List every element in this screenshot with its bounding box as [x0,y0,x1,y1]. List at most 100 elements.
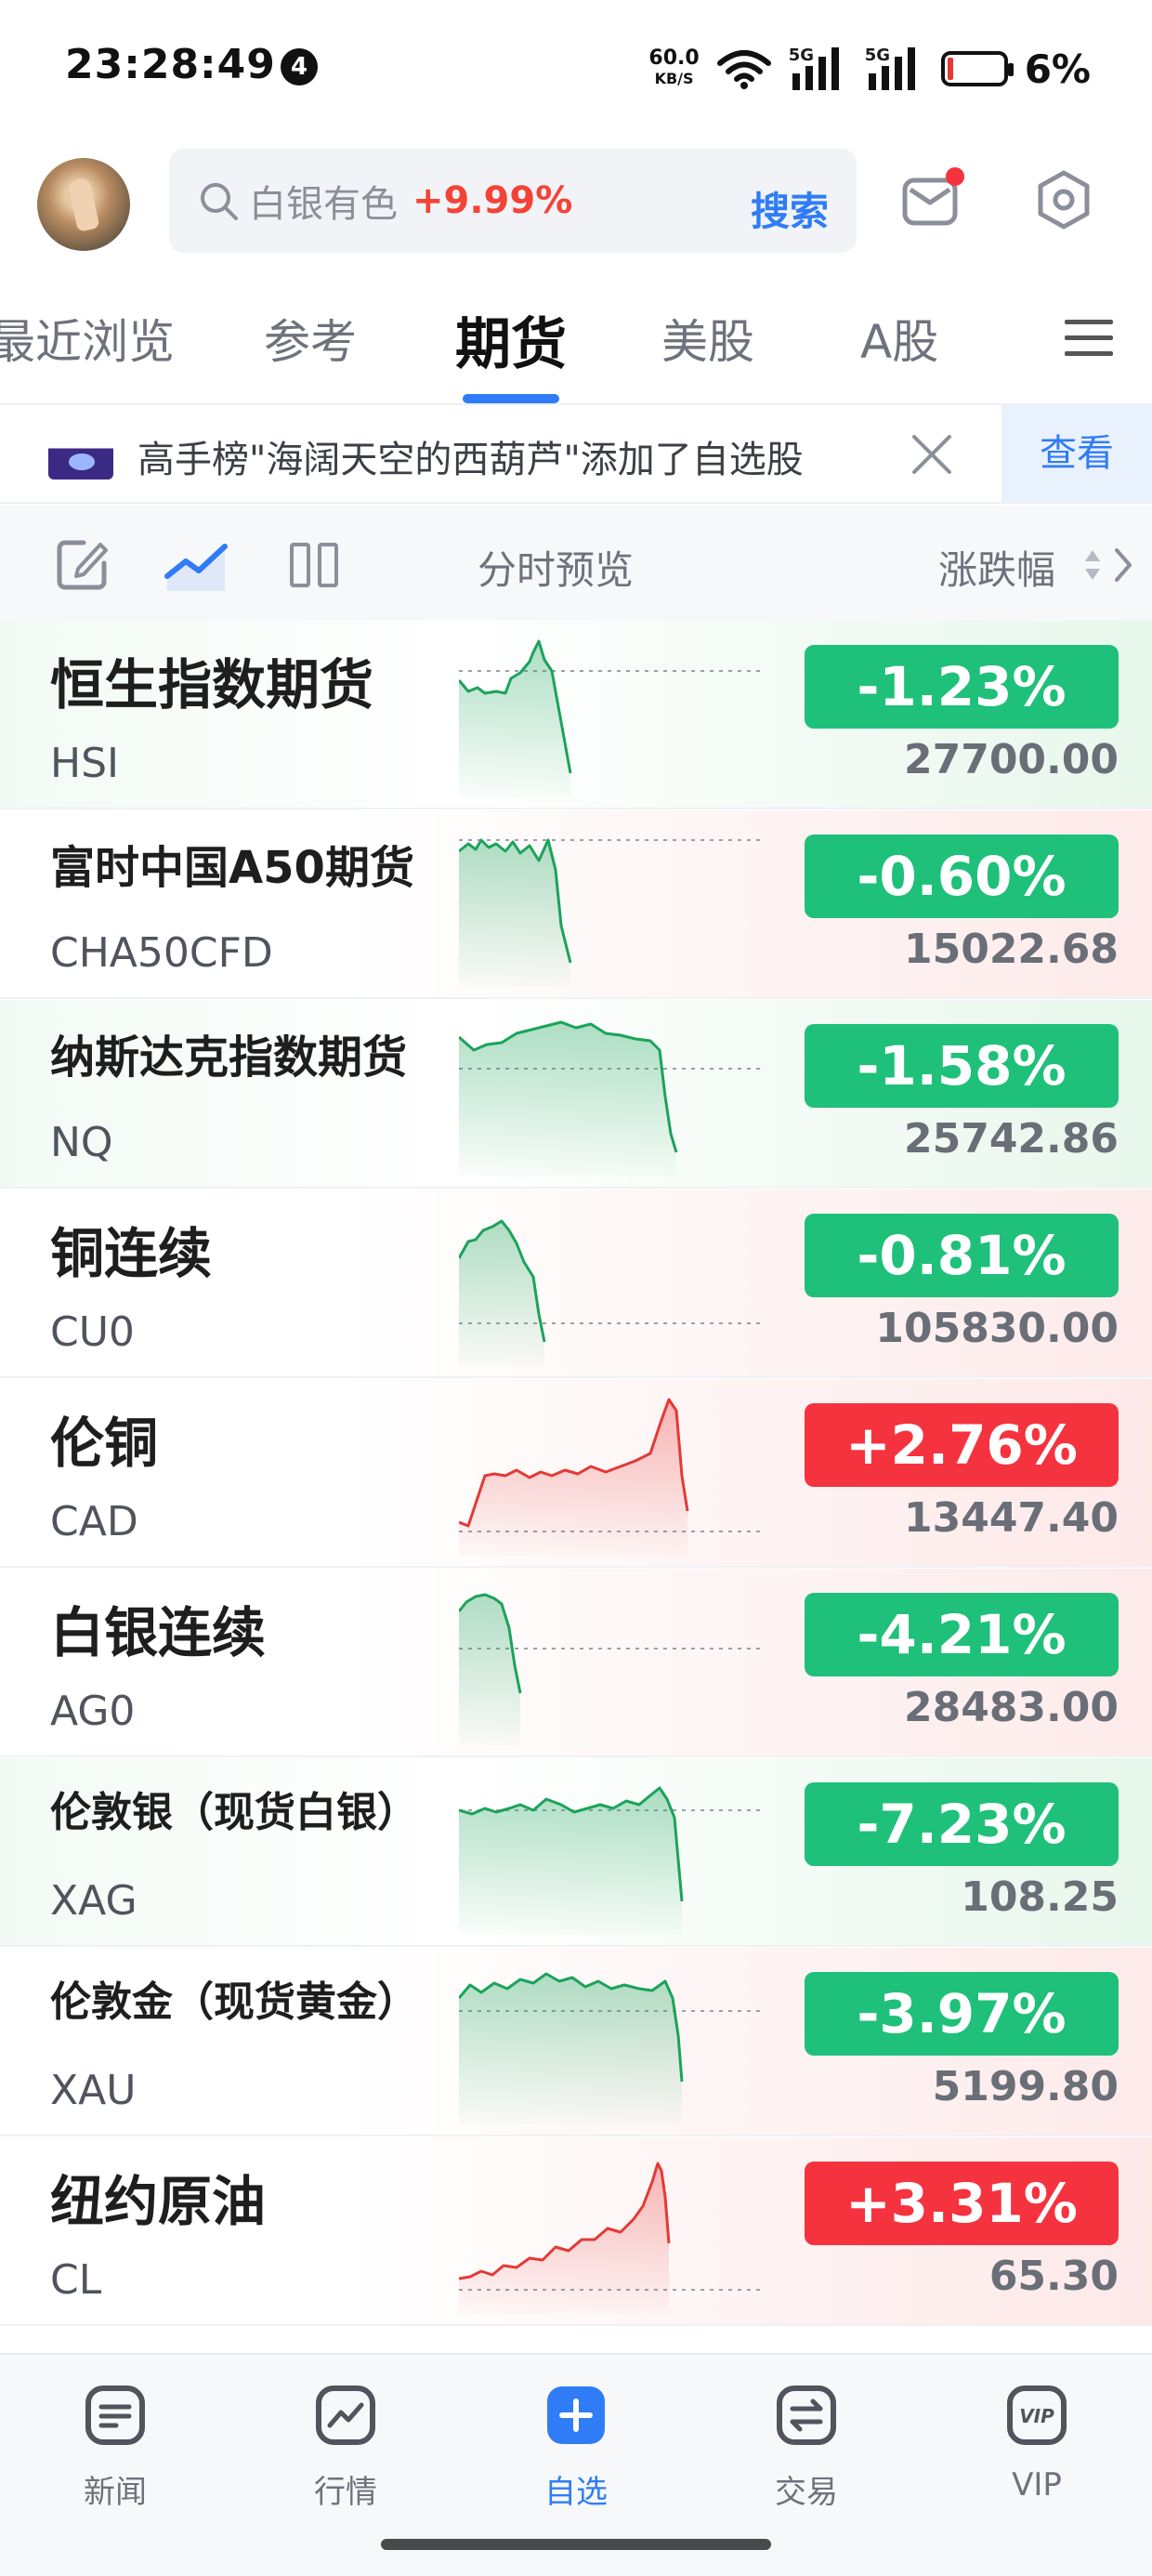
battery-icon [940,51,1014,86]
tab-a-shares[interactable]: A股 [860,315,939,369]
instrument-name: 纳斯达克指数期货 [50,1032,408,1084]
search-input[interactable]: 白银有色 +9.99% 搜索 [169,149,857,253]
list-item[interactable]: 恒生指数期货 HSI -1.23% 27700.00 [0,621,1152,809]
avatar[interactable] [37,158,130,251]
signal-bars-icon [792,47,839,90]
sparkline [459,1593,766,1745]
nav-label: 新闻 [84,2474,147,2511]
list-item[interactable]: 伦铜 CAD +2.76% 13447.40 [0,1379,1152,1568]
change-badge[interactable]: -7.23% [805,1782,1119,1866]
nav-vip[interactable]: VIP VIP [962,2383,1111,2504]
search-button[interactable]: 搜索 [750,189,829,234]
close-icon[interactable] [909,431,955,478]
sparkline-line [459,1219,546,1343]
search-hot-change: +9.99% [412,179,573,222]
menu-icon[interactable] [1063,316,1115,361]
sparkline-area [459,641,570,797]
news-icon [85,2385,145,2445]
signal-2: 5G [865,46,924,92]
last-price: 105830.00 [875,1305,1119,1352]
search-header: 白银有色 +9.99% 搜索 [0,139,1152,269]
instrument-name: 铜连续 [50,1222,213,1285]
list-item[interactable]: 富时中国A50期货 CHA50CFD -0.60% 15022.68 [0,810,1152,999]
sparkline-area [459,1974,682,2124]
instrument-name: 纽约原油 [50,2170,267,2233]
battery-level: 6% [1024,46,1091,92]
sparkline-area [459,1022,676,1176]
list-item[interactable]: 伦敦金（现货黄金） XAU -3.97% 5199.80 [0,1948,1152,2136]
add-watchlist-icon [547,2386,605,2444]
edit-icon[interactable] [52,535,111,595]
mail-icon[interactable] [899,167,964,232]
signal-1-label: 5G [788,46,814,65]
nav-market[interactable]: 行情 [271,2383,420,2512]
list-item[interactable]: 纳斯达克指数期货 NQ -1.58% 25742.86 [0,1000,1152,1189]
last-price: 65.30 [988,2253,1119,2300]
tab-recent[interactable]: 最近浏览 [0,315,175,369]
change-badge[interactable]: +3.31% [805,2162,1119,2245]
status-time: 23:28:49 [65,41,276,88]
change-badge[interactable]: +2.76% [805,1403,1119,1487]
instrument-code: CU0 [50,1308,135,1356]
sparkline-line [459,1786,684,1902]
list-item[interactable]: 伦敦银（现货白银） XAG -7.23% 108.25 [0,1758,1152,1947]
settings-icon[interactable] [1031,167,1096,232]
change-badge[interactable]: -3.97% [805,1972,1119,2056]
change-badge[interactable]: -0.81% [805,1214,1119,1297]
sparkline-line [459,2162,671,2280]
list-item[interactable]: 铜连续 CU0 -0.81% 105830.00 [0,1189,1152,1378]
notice-text: 高手榜"海阔天空的西葫芦"添加了自选股 [137,439,804,481]
sparkline-line [459,1593,522,1694]
svg-text:VIP: VIP [1019,2405,1054,2427]
nav-label: 行情 [314,2474,377,2511]
sort-arrows-icon[interactable] [1078,539,1143,591]
change-badge[interactable]: -4.21% [805,1593,1119,1676]
notice-view-button[interactable]: 查看 [1001,405,1152,502]
instrument-name: 恒生指数期货 [50,653,374,716]
sparkline [459,2162,766,2314]
sparkline-area [459,1595,520,1745]
change-badge[interactable]: -0.60% [805,835,1119,918]
instrument-code: NQ [50,1119,113,1166]
nav-news[interactable]: 新闻 [41,2383,190,2512]
sparkline-area [459,840,570,987]
category-tabs: 最近浏览 参考 期货 美股 A股 [0,288,1152,405]
timeline-chart-icon[interactable] [164,535,232,595]
wifi-icon [716,50,771,89]
sparkline [459,1786,766,1935]
instrument-code: CL [50,2256,102,2304]
nav-label: VIP [1012,2466,1062,2504]
sparkline-line [459,838,572,964]
instrument-name: 白银连续 [50,1601,267,1664]
sparkline-area [459,1400,687,1556]
sparkline [459,838,766,987]
home-indicator [381,2539,771,2550]
last-price: 108.25 [961,1873,1119,1921]
tab-reference[interactable]: 参考 [264,315,357,369]
nav-trade[interactable]: 交易 [732,2383,881,2512]
nav-label: 自选 [544,2474,608,2511]
sparkline-area [459,2163,669,2314]
nav-watchlist[interactable]: 自选 [502,2383,650,2512]
last-price: 25742.86 [903,1115,1119,1163]
notice-bar[interactable]: 高手榜"海阔天空的西葫芦"添加了自选股 查看 [0,405,1152,504]
list-toolbar: 分时预览 涨跌幅 [0,506,1152,621]
instrument-name: 富时中国A50期货 [50,842,414,894]
list-item[interactable]: 纽约原油 CL +3.31% 65.30 [0,2137,1152,2326]
sparkline [459,1398,766,1556]
change-badge[interactable]: -1.58% [805,1024,1119,1108]
instrument-code: CAD [50,1498,138,1545]
net-speed: 60.0 KB/S [648,48,699,89]
sparkline-area [459,1788,682,1935]
vip-icon: VIP [1007,2385,1067,2445]
tab-us-stocks[interactable]: 美股 [661,315,754,369]
sparkline [459,1020,766,1176]
change-badge[interactable]: -1.23% [805,645,1119,729]
list-item[interactable]: 白银连续 AG0 -4.21% 28483.00 [0,1569,1152,1757]
search-icon [201,183,238,220]
tab-futures[interactable]: 期货 [455,312,567,377]
sort-change-button[interactable]: 涨跌幅 [938,547,1056,593]
last-price: 5199.80 [932,2063,1119,2110]
instrument-code: HSI [50,740,119,787]
columns-icon[interactable] [284,535,344,595]
